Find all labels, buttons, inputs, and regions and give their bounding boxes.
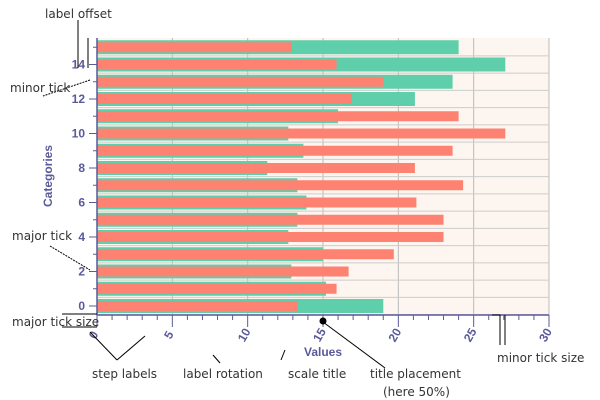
y-tick-label: 8	[78, 161, 85, 175]
y-tick-label: 12	[72, 92, 86, 106]
x-tick-label: 25	[461, 325, 480, 344]
x-tick-label: 0	[86, 328, 102, 341]
annotations	[42, 20, 506, 369]
bar-series-2	[97, 283, 337, 294]
label-offset-annotation: label offset	[45, 7, 112, 21]
bar-series-2	[97, 59, 337, 70]
bar-series-2	[97, 301, 298, 311]
bar-series-2	[97, 249, 394, 260]
x-tick-label: 5	[161, 328, 177, 341]
bar-series-2	[97, 232, 444, 242]
bar-series-2	[97, 180, 464, 191]
bar-series-2	[97, 163, 415, 173]
y-tick-label: 10	[72, 127, 86, 141]
y-axis-title: Categories	[41, 145, 55, 207]
x-tick-label: 20	[385, 325, 404, 344]
minor-tick-size-annotation: minor tick size	[497, 351, 584, 365]
title-placement-note: (here 50%)	[383, 385, 450, 399]
bar-series-2	[97, 76, 384, 87]
label-rotation-annotation: label rotation	[183, 367, 263, 381]
bar-series-2	[97, 111, 459, 122]
x-tick-label: 10	[235, 325, 254, 344]
x-axis-title: Values	[304, 345, 342, 359]
y-tick-label: 6	[78, 196, 85, 210]
major-tick-size-annotation: major tick size	[12, 315, 99, 329]
x-tick-label: 30	[536, 325, 555, 344]
bar-series-2	[97, 42, 292, 53]
minor-tick-annotation: minor tick	[10, 81, 70, 95]
scale-title-annotation: scale title	[288, 367, 346, 381]
bar-series-2	[97, 266, 349, 277]
bar-series-2	[97, 197, 417, 208]
x-tick-label: 15	[310, 325, 329, 344]
title-placement-annotation: title placement	[370, 367, 461, 381]
bar-series-2	[97, 94, 352, 104]
y-tick-label: 4	[78, 230, 85, 244]
major-tick-annotation: major tick	[12, 229, 72, 243]
bar-series-2	[97, 214, 444, 225]
bar-series-2	[97, 145, 453, 156]
y-tick-label: 0	[78, 299, 85, 313]
bar-series-2	[97, 128, 506, 139]
y-tick-label: 2	[78, 265, 85, 279]
step-labels-annotation: step labels	[92, 367, 157, 381]
